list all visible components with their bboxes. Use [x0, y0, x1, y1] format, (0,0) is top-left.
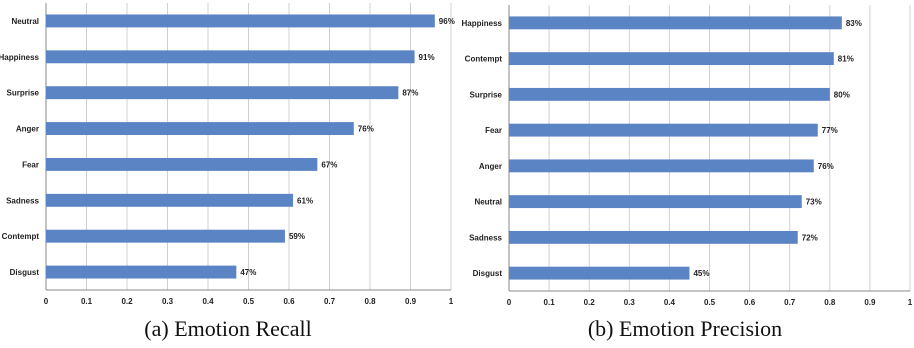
data-label: 77% — [822, 126, 838, 135]
category-label: Happiness — [462, 19, 503, 28]
x-tick-label: 0.3 — [162, 297, 174, 306]
data-label: 91% — [419, 53, 435, 62]
category-label: Disgust — [10, 268, 40, 277]
bar — [46, 86, 399, 100]
bar — [509, 195, 802, 209]
x-tick-label: 0 — [507, 298, 512, 307]
x-tick-label: 0 — [44, 297, 49, 306]
bar — [46, 229, 285, 243]
precision-chart-panel: 0 0.1 0.2 0.3 0.4 0.5 0.6 0.7 0.8 0.9 1 Happiness 83… — [456, 0, 914, 348]
data-label: 73% — [806, 198, 822, 207]
category-label: Neutral — [11, 17, 39, 26]
bar — [46, 265, 237, 279]
x-tick-label: 1 — [908, 298, 913, 307]
bar — [46, 157, 318, 171]
x-tick-label: 0.7 — [784, 298, 796, 307]
recall-chart-panel: 0 0.1 0.2 0.3 0.4 0.5 0.6 0.7 0.8 0.9 1 Neutral 96% H… — [0, 0, 456, 348]
category-label: Contempt — [465, 55, 503, 64]
x-tick-label: 0.2 — [584, 298, 596, 307]
precision-chart: 0 0.1 0.2 0.3 0.4 0.5 0.6 0.7 0.8 0.9 1 Happiness 83… — [462, 5, 913, 307]
x-tick-label: 0.7 — [324, 297, 336, 306]
category-label: Surprise — [470, 90, 503, 99]
bar — [46, 193, 294, 207]
data-label: 45% — [693, 269, 709, 278]
x-tick-label: 0.8 — [824, 298, 836, 307]
x-tick-label: 0.8 — [364, 297, 376, 306]
x-tick-label: 0.6 — [283, 297, 295, 306]
bar — [509, 266, 690, 280]
x-tick-label: 0.4 — [202, 297, 214, 306]
recall-chart-caption: (a) Emotion Recall — [144, 316, 312, 341]
bar — [46, 50, 415, 64]
data-label: 72% — [802, 233, 818, 242]
data-label: 76% — [358, 125, 374, 134]
x-tick-label: 0.4 — [664, 298, 676, 307]
category-label: Sadness — [6, 196, 39, 205]
bar — [509, 87, 830, 101]
bar — [509, 159, 814, 173]
x-tick-label: 1 — [449, 297, 454, 306]
category-label: Fear — [22, 160, 39, 169]
data-label: 83% — [846, 19, 862, 28]
data-label: 96% — [439, 17, 455, 26]
gridlines — [45, 3, 452, 290]
x-tick-label: 0.3 — [624, 298, 636, 307]
x-tick-label: 0.2 — [121, 297, 133, 306]
category-label: Anger — [16, 125, 39, 134]
recall-chart: 0 0.1 0.2 0.3 0.4 0.5 0.6 0.7 0.8 0.9 1 Neutral 96% H… — [0, 3, 455, 306]
precision-chart-caption: (b) Emotion Precision — [587, 316, 783, 341]
data-label: 61% — [297, 196, 313, 205]
bar — [509, 123, 818, 137]
bar — [46, 122, 354, 136]
x-tick-label: 0.1 — [81, 297, 93, 306]
data-label: 87% — [402, 89, 418, 98]
data-label: 76% — [818, 162, 834, 171]
bar — [509, 230, 798, 244]
gridlines — [508, 5, 911, 291]
data-label: 67% — [321, 160, 337, 169]
category-label: Neutral — [474, 198, 502, 207]
data-label: 47% — [240, 268, 256, 277]
bar — [509, 52, 834, 66]
x-tick-label: 0.5 — [243, 297, 255, 306]
bar — [46, 14, 435, 28]
category-label: Happiness — [0, 53, 40, 62]
category-label: Disgust — [473, 269, 503, 278]
category-label: Surprise — [7, 89, 40, 98]
bar — [509, 16, 842, 30]
category-label: Anger — [479, 162, 502, 171]
category-label: Contempt — [2, 232, 40, 241]
x-tick-label: 0.9 — [864, 298, 876, 307]
x-tick-label: 0.9 — [405, 297, 417, 306]
category-label: Fear — [485, 126, 502, 135]
data-label: 59% — [289, 232, 305, 241]
category-label: Sadness — [469, 233, 502, 242]
x-tick-label: 0.5 — [704, 298, 716, 307]
x-tick-label: 0.1 — [544, 298, 556, 307]
x-tick-label: 0.6 — [744, 298, 756, 307]
data-label: 81% — [838, 55, 854, 64]
data-label: 80% — [834, 90, 850, 99]
